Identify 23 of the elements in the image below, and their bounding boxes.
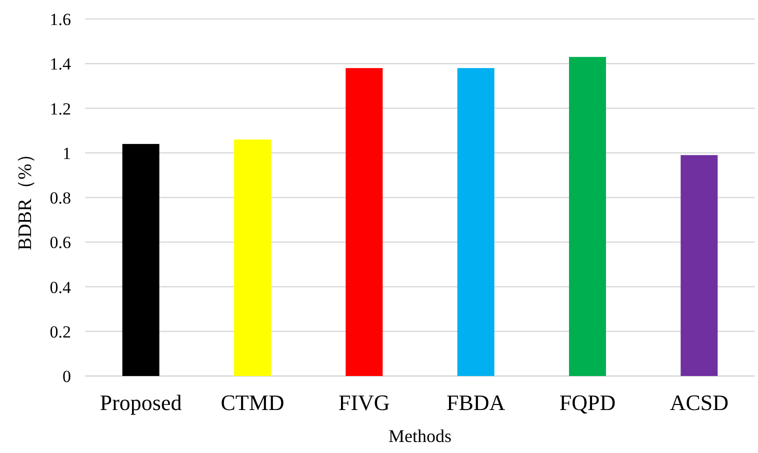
- bar: [569, 56, 606, 376]
- y-tick-label: 1: [62, 144, 71, 163]
- y-tick-label: 1.2: [50, 99, 71, 118]
- x-tick-label: FQPD: [559, 390, 616, 415]
- bar: [122, 144, 160, 376]
- x-tick-label: Proposed: [100, 390, 182, 415]
- x-tick-label: CTMD: [220, 390, 284, 415]
- bar: [457, 68, 494, 376]
- x-tick-label: FBDA: [446, 390, 506, 415]
- y-tick-label: 1.6: [50, 10, 71, 29]
- bar: [680, 155, 718, 376]
- bar: [346, 68, 383, 376]
- bar: [234, 139, 271, 376]
- y-tick-label: 0.2: [50, 322, 71, 342]
- y-tick-label: 1.4: [50, 54, 72, 74]
- y-tick-label: 0.8: [50, 188, 71, 208]
- y-tick-label: 0.6: [50, 233, 71, 252]
- y-tick-label: 0.4: [50, 278, 72, 297]
- x-tick-label: FIVG: [338, 390, 390, 415]
- y-axis-title: BDBR（%）: [15, 144, 36, 250]
- y-tick-label: 0: [62, 367, 71, 386]
- x-axis-title: Methods: [388, 426, 452, 446]
- x-tick-label: ACSD: [670, 390, 729, 415]
